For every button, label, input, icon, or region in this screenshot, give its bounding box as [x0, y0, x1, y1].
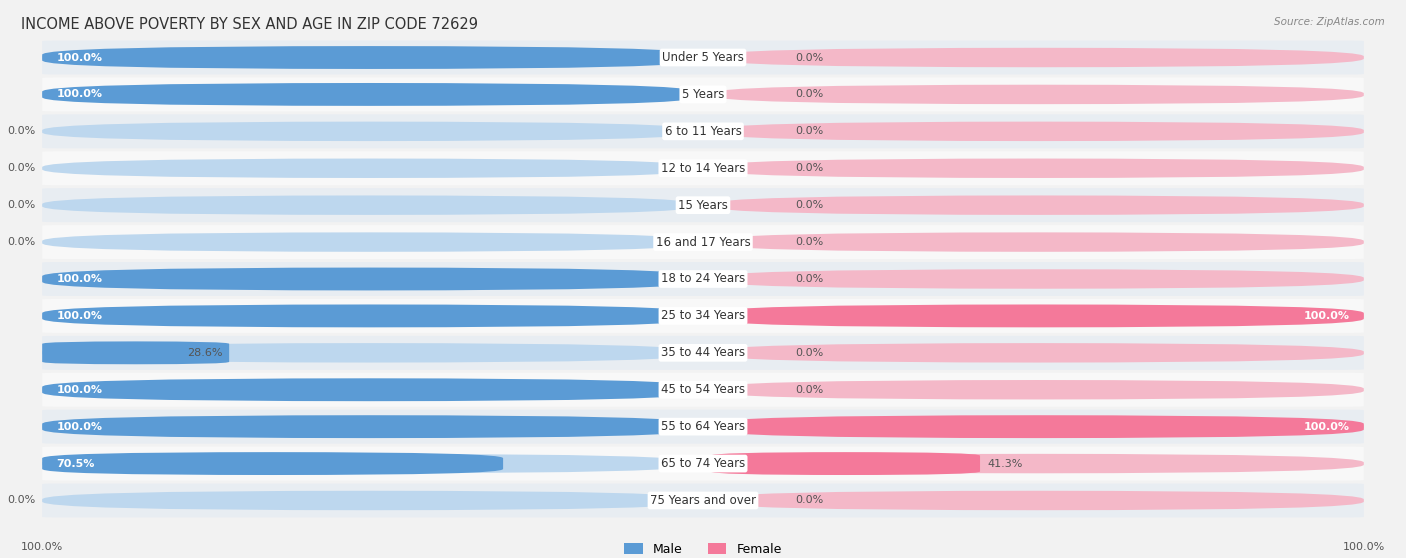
- Text: 100.0%: 100.0%: [56, 89, 103, 99]
- Text: 100.0%: 100.0%: [56, 385, 103, 395]
- FancyBboxPatch shape: [42, 225, 1364, 259]
- Text: 0.0%: 0.0%: [7, 200, 35, 210]
- Text: 15 Years: 15 Years: [678, 199, 728, 211]
- Text: 0.0%: 0.0%: [7, 163, 35, 173]
- Text: INCOME ABOVE POVERTY BY SEX AND AGE IN ZIP CODE 72629: INCOME ABOVE POVERTY BY SEX AND AGE IN Z…: [21, 17, 478, 32]
- FancyBboxPatch shape: [42, 78, 1364, 112]
- Text: 25 to 34 Years: 25 to 34 Years: [661, 310, 745, 323]
- FancyBboxPatch shape: [42, 454, 696, 473]
- Text: 12 to 14 Years: 12 to 14 Years: [661, 162, 745, 175]
- Text: 100.0%: 100.0%: [56, 52, 103, 62]
- Text: 0.0%: 0.0%: [796, 237, 824, 247]
- Text: 0.0%: 0.0%: [796, 52, 824, 62]
- Text: 100.0%: 100.0%: [1303, 311, 1350, 321]
- FancyBboxPatch shape: [710, 195, 1364, 215]
- Text: 55 to 64 Years: 55 to 64 Years: [661, 420, 745, 433]
- Text: 100.0%: 100.0%: [21, 542, 63, 552]
- FancyBboxPatch shape: [42, 158, 696, 178]
- FancyBboxPatch shape: [42, 85, 696, 104]
- Text: 6 to 11 Years: 6 to 11 Years: [665, 125, 741, 138]
- FancyBboxPatch shape: [42, 380, 696, 400]
- FancyBboxPatch shape: [710, 232, 1364, 252]
- FancyBboxPatch shape: [710, 343, 1364, 363]
- Text: 16 and 17 Years: 16 and 17 Years: [655, 235, 751, 248]
- FancyBboxPatch shape: [42, 46, 696, 69]
- Text: 100.0%: 100.0%: [1303, 422, 1350, 432]
- FancyBboxPatch shape: [710, 158, 1364, 178]
- FancyBboxPatch shape: [710, 305, 1364, 328]
- Text: 70.5%: 70.5%: [56, 459, 94, 469]
- FancyBboxPatch shape: [42, 410, 1364, 444]
- FancyBboxPatch shape: [42, 417, 696, 436]
- Text: 18 to 24 Years: 18 to 24 Years: [661, 272, 745, 286]
- Text: 5 Years: 5 Years: [682, 88, 724, 101]
- Text: 35 to 44 Years: 35 to 44 Years: [661, 347, 745, 359]
- FancyBboxPatch shape: [42, 267, 696, 291]
- FancyBboxPatch shape: [42, 114, 1364, 148]
- FancyBboxPatch shape: [710, 417, 1364, 436]
- FancyBboxPatch shape: [710, 452, 980, 475]
- FancyBboxPatch shape: [710, 415, 1364, 438]
- Text: 0.0%: 0.0%: [7, 126, 35, 136]
- Text: Under 5 Years: Under 5 Years: [662, 51, 744, 64]
- FancyBboxPatch shape: [42, 378, 696, 401]
- Text: 0.0%: 0.0%: [7, 496, 35, 506]
- Text: 45 to 54 Years: 45 to 54 Years: [661, 383, 745, 396]
- FancyBboxPatch shape: [42, 452, 503, 475]
- FancyBboxPatch shape: [42, 232, 696, 252]
- FancyBboxPatch shape: [710, 85, 1364, 104]
- FancyBboxPatch shape: [42, 336, 1364, 370]
- Text: 0.0%: 0.0%: [7, 237, 35, 247]
- FancyBboxPatch shape: [42, 48, 696, 68]
- FancyBboxPatch shape: [710, 48, 1364, 68]
- FancyBboxPatch shape: [710, 380, 1364, 400]
- Text: 0.0%: 0.0%: [796, 126, 824, 136]
- FancyBboxPatch shape: [710, 270, 1364, 288]
- FancyBboxPatch shape: [42, 262, 1364, 296]
- FancyBboxPatch shape: [710, 122, 1364, 141]
- Text: 0.0%: 0.0%: [796, 496, 824, 506]
- FancyBboxPatch shape: [42, 305, 696, 328]
- FancyBboxPatch shape: [42, 483, 1364, 517]
- Text: 0.0%: 0.0%: [796, 163, 824, 173]
- Text: 100.0%: 100.0%: [56, 311, 103, 321]
- Text: 65 to 74 Years: 65 to 74 Years: [661, 457, 745, 470]
- FancyBboxPatch shape: [42, 415, 696, 438]
- Text: 100.0%: 100.0%: [1343, 542, 1385, 552]
- Text: Source: ZipAtlas.com: Source: ZipAtlas.com: [1274, 17, 1385, 27]
- FancyBboxPatch shape: [42, 195, 696, 215]
- Text: 0.0%: 0.0%: [796, 274, 824, 284]
- Text: 0.0%: 0.0%: [796, 200, 824, 210]
- FancyBboxPatch shape: [42, 299, 1364, 333]
- FancyBboxPatch shape: [42, 151, 1364, 185]
- FancyBboxPatch shape: [42, 122, 696, 141]
- FancyBboxPatch shape: [42, 446, 1364, 480]
- FancyBboxPatch shape: [42, 41, 1364, 75]
- FancyBboxPatch shape: [710, 490, 1364, 510]
- Text: 28.6%: 28.6%: [187, 348, 222, 358]
- FancyBboxPatch shape: [42, 270, 696, 288]
- Text: 41.3%: 41.3%: [987, 459, 1022, 469]
- Text: 75 Years and over: 75 Years and over: [650, 494, 756, 507]
- Text: 0.0%: 0.0%: [796, 348, 824, 358]
- Text: 100.0%: 100.0%: [56, 274, 103, 284]
- Text: 0.0%: 0.0%: [796, 385, 824, 395]
- FancyBboxPatch shape: [710, 306, 1364, 326]
- FancyBboxPatch shape: [42, 490, 696, 510]
- Text: 100.0%: 100.0%: [56, 422, 103, 432]
- FancyBboxPatch shape: [42, 341, 229, 364]
- FancyBboxPatch shape: [42, 188, 1364, 222]
- FancyBboxPatch shape: [710, 454, 1364, 473]
- FancyBboxPatch shape: [42, 373, 1364, 407]
- FancyBboxPatch shape: [42, 306, 696, 326]
- Legend: Male, Female: Male, Female: [619, 538, 787, 558]
- Text: 0.0%: 0.0%: [796, 89, 824, 99]
- FancyBboxPatch shape: [42, 343, 696, 363]
- FancyBboxPatch shape: [42, 83, 696, 106]
